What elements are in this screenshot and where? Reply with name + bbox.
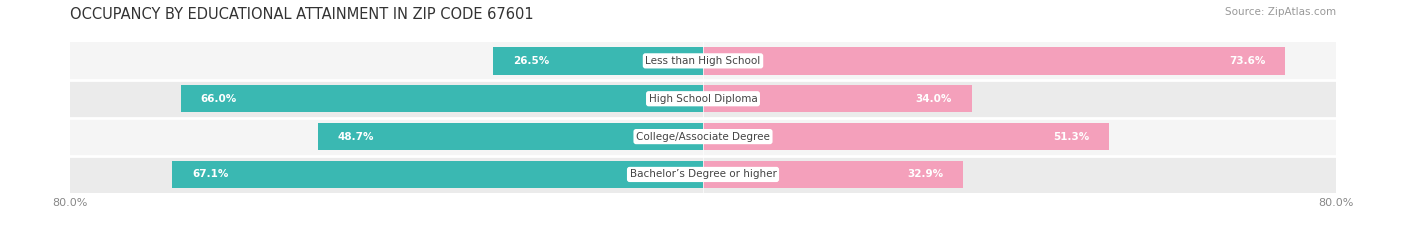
Bar — [70, 118, 1336, 156]
Bar — [70, 80, 1336, 118]
Text: 32.9%: 32.9% — [907, 169, 943, 179]
Text: 66.0%: 66.0% — [201, 94, 238, 104]
Text: Source: ZipAtlas.com: Source: ZipAtlas.com — [1225, 7, 1336, 17]
Text: College/Associate Degree: College/Associate Degree — [636, 132, 770, 142]
Text: Less than High School: Less than High School — [645, 56, 761, 66]
Bar — [703, 123, 1109, 150]
Text: 34.0%: 34.0% — [915, 94, 952, 104]
Text: High School Diploma: High School Diploma — [648, 94, 758, 104]
Text: 51.3%: 51.3% — [1053, 132, 1090, 142]
Text: 73.6%: 73.6% — [1229, 56, 1265, 66]
Bar — [70, 156, 1336, 193]
Text: 26.5%: 26.5% — [513, 56, 550, 66]
Bar — [318, 123, 703, 150]
Bar — [703, 161, 963, 188]
Bar — [703, 85, 972, 112]
Bar — [494, 47, 703, 75]
Text: OCCUPANCY BY EDUCATIONAL ATTAINMENT IN ZIP CODE 67601: OCCUPANCY BY EDUCATIONAL ATTAINMENT IN Z… — [70, 7, 534, 22]
Text: 67.1%: 67.1% — [193, 169, 228, 179]
Text: Bachelor’s Degree or higher: Bachelor’s Degree or higher — [630, 169, 776, 179]
Bar — [703, 47, 1285, 75]
Bar — [173, 161, 703, 188]
Text: 48.7%: 48.7% — [337, 132, 374, 142]
Bar — [70, 42, 1336, 80]
Bar — [181, 85, 703, 112]
